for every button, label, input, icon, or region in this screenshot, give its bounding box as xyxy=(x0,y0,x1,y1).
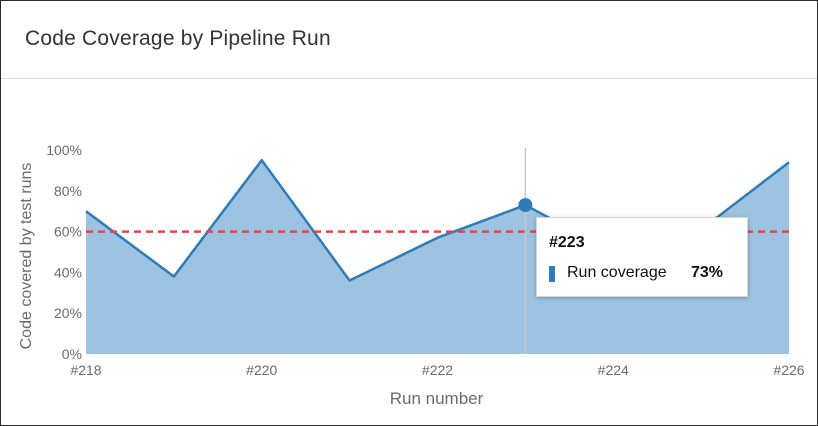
panel-title: Code Coverage by Pipeline Run xyxy=(25,27,331,50)
tooltip-series-label: Run coverage xyxy=(567,264,667,281)
x-tick-label: #224 xyxy=(598,362,629,378)
y-tick-label: 60% xyxy=(54,224,82,240)
x-axis-ticks: #218 #220 #222 #224 #226 xyxy=(70,362,804,378)
panel-header: Code Coverage by Pipeline Run xyxy=(1,1,817,79)
y-tick-label: 100% xyxy=(46,142,82,158)
x-tick-label: #226 xyxy=(773,362,804,378)
tooltip-series-swatch xyxy=(549,266,555,282)
chart-tooltip: #223 Run coverage 73% xyxy=(536,217,748,297)
y-tick-label: 20% xyxy=(54,305,82,321)
tooltip-title: #223 xyxy=(549,234,585,251)
y-tick-label: 0% xyxy=(62,346,82,362)
data-points xyxy=(518,198,533,213)
coverage-area xyxy=(86,160,789,354)
x-tick-label: #218 xyxy=(70,362,101,378)
y-tick-label: 40% xyxy=(54,264,82,280)
highlighted-point[interactable] xyxy=(518,198,533,213)
x-tick-label: #222 xyxy=(422,362,453,378)
tooltip-value: 73% xyxy=(691,264,724,281)
x-tick-label: #220 xyxy=(246,362,277,378)
y-axis-label: Code covered by test runs xyxy=(18,163,35,350)
y-axis-ticks: 0% 20% 40% 60% 80% 100% xyxy=(46,142,82,362)
y-tick-label: 80% xyxy=(54,183,82,199)
x-axis-label: Run number xyxy=(390,389,484,408)
